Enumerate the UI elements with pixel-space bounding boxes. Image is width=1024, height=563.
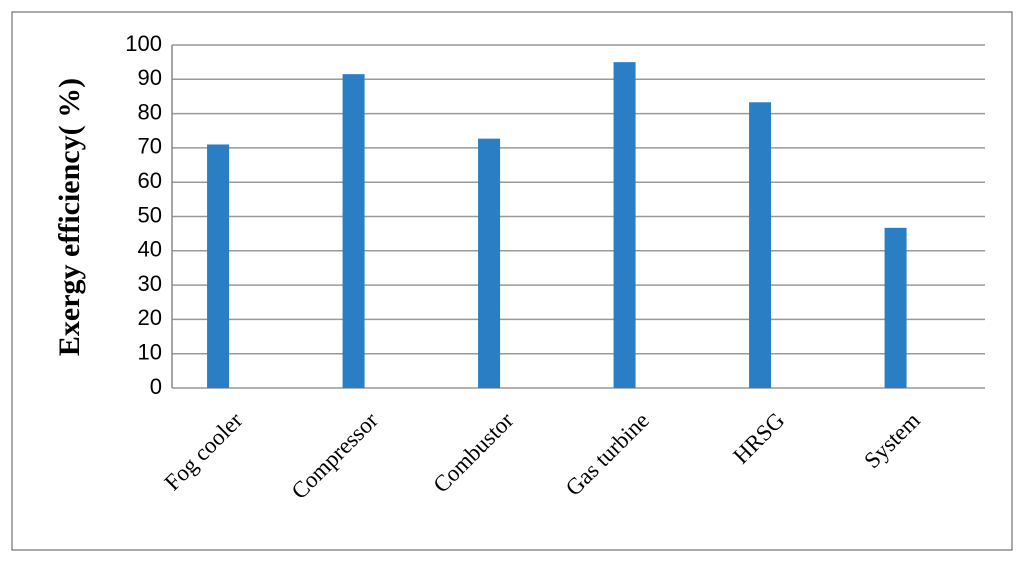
bar: [207, 144, 230, 388]
y-tick-label: 70: [138, 134, 162, 159]
chart-frame: [11, 11, 1013, 551]
y-tick-label: 30: [138, 271, 162, 296]
y-tick-label: 100: [125, 31, 162, 56]
y-tick-label: 80: [138, 99, 162, 124]
bar: [342, 74, 365, 388]
y-tick-label: 90: [138, 65, 162, 90]
bar: [478, 138, 501, 388]
y-tick-label: 0: [150, 374, 162, 399]
bar: [613, 62, 636, 389]
y-tick-label: 40: [138, 237, 162, 262]
y-axis-label: Exergy efficiency( %): [53, 78, 86, 356]
y-tick-label: 50: [138, 202, 162, 227]
bar: [884, 227, 907, 388]
y-tick-label: 20: [138, 305, 162, 330]
y-tick-label: 10: [138, 340, 162, 365]
bar: [749, 102, 772, 388]
y-tick-label: 60: [138, 168, 162, 193]
